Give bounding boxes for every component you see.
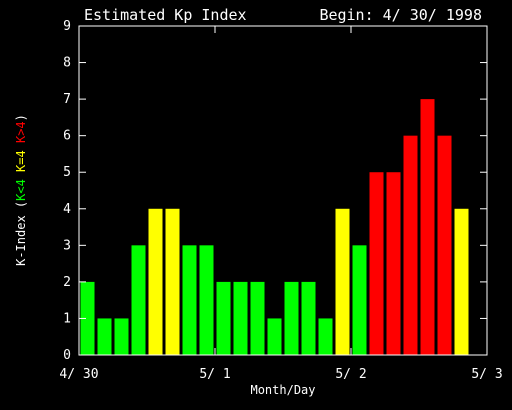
kp-bar <box>199 245 214 355</box>
kp-bar <box>114 318 129 355</box>
y-label-prefix: K-Index ( <box>14 201 28 266</box>
kp-bar <box>97 318 112 355</box>
y-tick-labels: 0 1 2 3 4 5 6 7 8 9 <box>63 19 71 363</box>
kp-bar <box>267 318 282 355</box>
y-label-red: K>4 <box>14 121 28 143</box>
kp-bar <box>420 99 435 355</box>
plot-frame <box>78 25 488 356</box>
kp-bar <box>369 172 384 355</box>
kp-bar <box>148 208 163 355</box>
y-label-yellow: K=4 <box>14 150 28 172</box>
y-tick-label: 7 <box>63 92 71 107</box>
chart-subtitle: Begin: 4/ 30/ 1998 <box>319 6 482 24</box>
kp-bar <box>318 318 333 355</box>
y-tick-label: 8 <box>63 56 71 71</box>
y-tick-label: 2 <box>63 275 71 290</box>
y-tick-label: 4 <box>63 202 71 217</box>
kp-bar <box>182 245 197 355</box>
kp-bar <box>165 208 180 355</box>
kp-bar <box>216 281 231 355</box>
bars-group <box>80 99 469 355</box>
y-tick-label: 0 <box>63 348 71 363</box>
y-tick-label: 1 <box>63 311 71 326</box>
kp-bar <box>454 208 469 355</box>
x-tick-label: 5/ 1 <box>199 367 230 382</box>
y-tick-label: 6 <box>63 129 71 144</box>
kp-bar <box>403 135 418 355</box>
x-tick-label: 5/ 2 <box>335 367 366 382</box>
kp-bar <box>131 245 146 355</box>
y-tick-label: 3 <box>63 238 71 253</box>
y-tick-label: 5 <box>63 165 71 180</box>
kp-bar <box>284 281 299 355</box>
x-tick-label: 5/ 3 <box>471 367 502 382</box>
y-tick-label: 9 <box>63 19 71 34</box>
y-axis-label: K-Index (K<4 K=4 K>4) <box>14 114 28 266</box>
x-tick-labels: 4/ 30 5/ 1 5/ 2 5/ 3 <box>59 367 502 382</box>
kp-bar <box>352 245 367 355</box>
kp-bar <box>386 172 401 355</box>
kp-bar <box>301 281 316 355</box>
kp-bar <box>437 135 452 355</box>
chart-title: Estimated Kp Index <box>84 6 247 24</box>
kp-bar <box>80 281 95 355</box>
x-tick-label: 4/ 30 <box>59 367 98 382</box>
y-label-green: K<4 <box>14 179 28 201</box>
x-axis-label: Month/Day <box>250 383 315 397</box>
kp-bar <box>233 281 248 355</box>
y-label-suffix: ) <box>14 114 28 121</box>
kp-bar <box>250 281 265 355</box>
axes-group <box>78 25 488 356</box>
kp-bar <box>335 208 350 355</box>
